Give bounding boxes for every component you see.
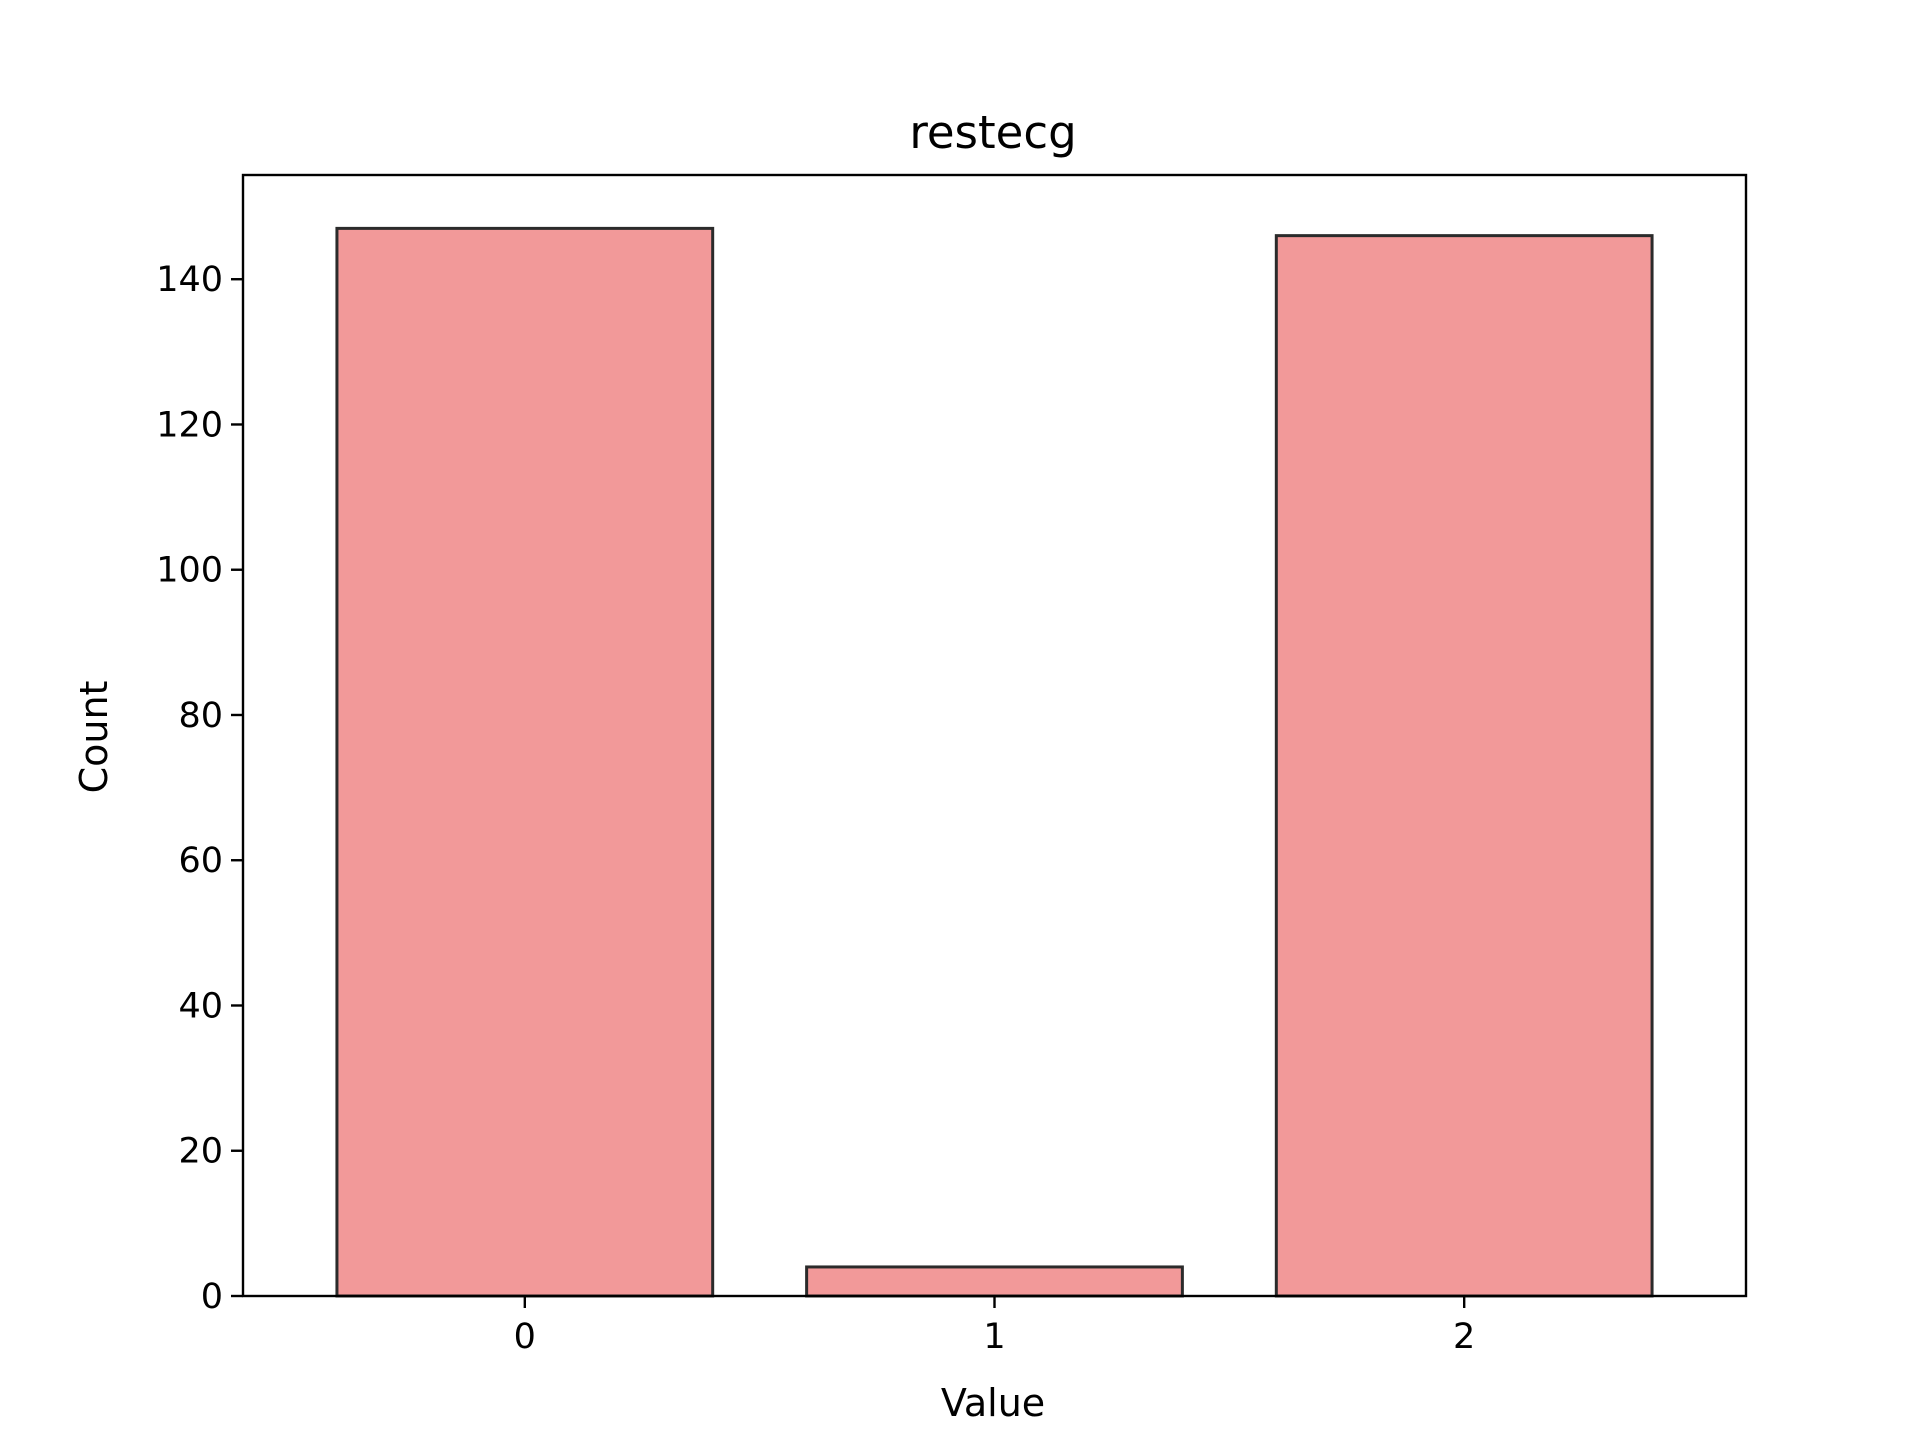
- y-tick-label: 60: [178, 841, 223, 881]
- bar-0: [335, 226, 715, 1298]
- chart-title: restecg: [909, 106, 1076, 159]
- x-tick-label: 2: [1453, 1317, 1475, 1357]
- bar-2: [1274, 234, 1654, 1298]
- y-axis-title: Count: [72, 681, 116, 794]
- y-tick-label: 20: [178, 1132, 223, 1172]
- y-tick-label: 40: [178, 986, 223, 1026]
- x-tick-label: 1: [983, 1317, 1005, 1357]
- y-tick-label: 120: [156, 405, 223, 445]
- x-axis-ticks: 0 1 2: [514, 1296, 1475, 1357]
- y-tick-label: 100: [156, 551, 223, 591]
- x-tick-label: 0: [514, 1317, 536, 1357]
- bars-group: [335, 226, 1654, 1298]
- y-tick-label: 80: [178, 696, 223, 736]
- y-axis-ticks: 0 20 40 60 80 100 120 140: [156, 260, 243, 1317]
- y-tick-label: 140: [156, 260, 223, 300]
- x-axis-title: Value: [941, 1381, 1045, 1425]
- bar-1: [805, 1265, 1184, 1298]
- y-tick-label: 0: [201, 1277, 223, 1317]
